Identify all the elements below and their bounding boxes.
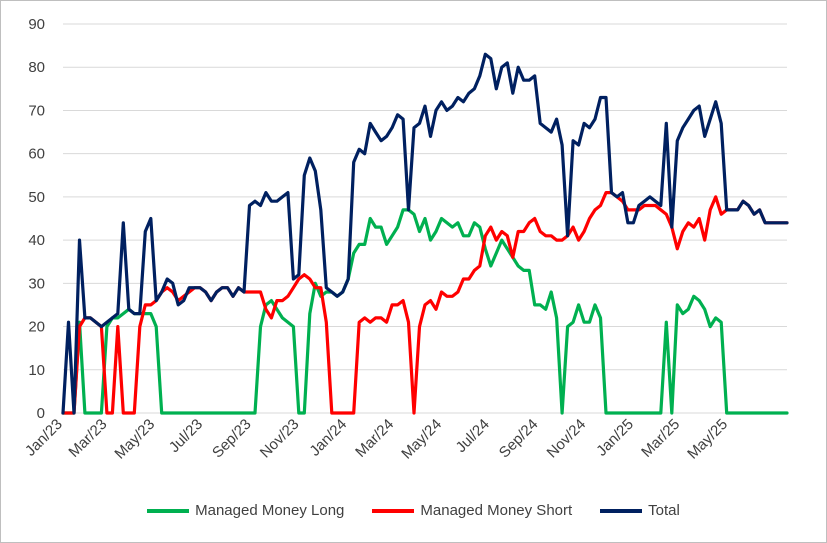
x-tick-label: Sep/23 [209, 416, 255, 462]
legend-swatch-total [600, 508, 643, 513]
series-line-1 [61, 191, 789, 415]
legend-swatch-long [147, 508, 190, 513]
x-axis-tick-labels: Jan/23 Mar/23 May/23 Jul/23 Sep/23 Nov/23 Jan/… [22, 416, 731, 463]
y-tick-label: 0 [37, 405, 45, 422]
x-tick-label: Sep/24 [496, 416, 542, 462]
y-axis-tick-labels: 0 10 20 30 40 50 60 70 80 90 [28, 16, 45, 422]
legend-item-short: Managed Money Short [372, 502, 572, 519]
series-line-2 [61, 52, 789, 415]
y-tick-label: 10 [28, 362, 45, 379]
y-tick-label: 90 [28, 16, 45, 33]
y-tick-label: 30 [28, 275, 45, 292]
x-tick-label: May/25 [684, 416, 731, 463]
legend: Managed Money Long Managed Money Short T… [0, 502, 827, 519]
x-tick-label: May/24 [398, 416, 445, 463]
y-tick-label: 80 [28, 59, 45, 76]
x-tick-label: Mar/24 [352, 416, 397, 461]
x-tick-label: Jan/24 [306, 416, 350, 460]
y-tick-label: 70 [28, 102, 45, 119]
x-tick-label: Jan/23 [22, 416, 66, 460]
legend-item-long: Managed Money Long [147, 502, 344, 519]
x-tick-label: Nov/23 [257, 416, 303, 462]
x-tick-label: Nov/24 [544, 416, 590, 462]
x-tick-label: Jul/24 [453, 416, 493, 456]
series-line-0 [61, 208, 789, 415]
legend-label-short: Managed Money Short [420, 502, 573, 519]
x-tick-label: Jan/25 [593, 416, 637, 460]
gridlines [63, 23, 787, 371]
x-tick-label: Mar/23 [65, 416, 110, 461]
legend-item-total: Total [600, 502, 680, 519]
x-tick-label: Mar/25 [638, 416, 683, 461]
legend-swatch-short [372, 508, 415, 513]
legend-label-long: Managed Money Long [195, 502, 345, 519]
x-tick-label: Jul/23 [166, 416, 206, 456]
series-lines [61, 52, 789, 415]
legend-label-total: Total [648, 502, 680, 519]
y-tick-label: 60 [28, 146, 45, 163]
y-tick-label: 40 [28, 232, 45, 249]
x-tick-label: May/23 [111, 416, 158, 463]
y-tick-label: 20 [28, 319, 45, 336]
y-tick-label: 50 [28, 189, 45, 206]
